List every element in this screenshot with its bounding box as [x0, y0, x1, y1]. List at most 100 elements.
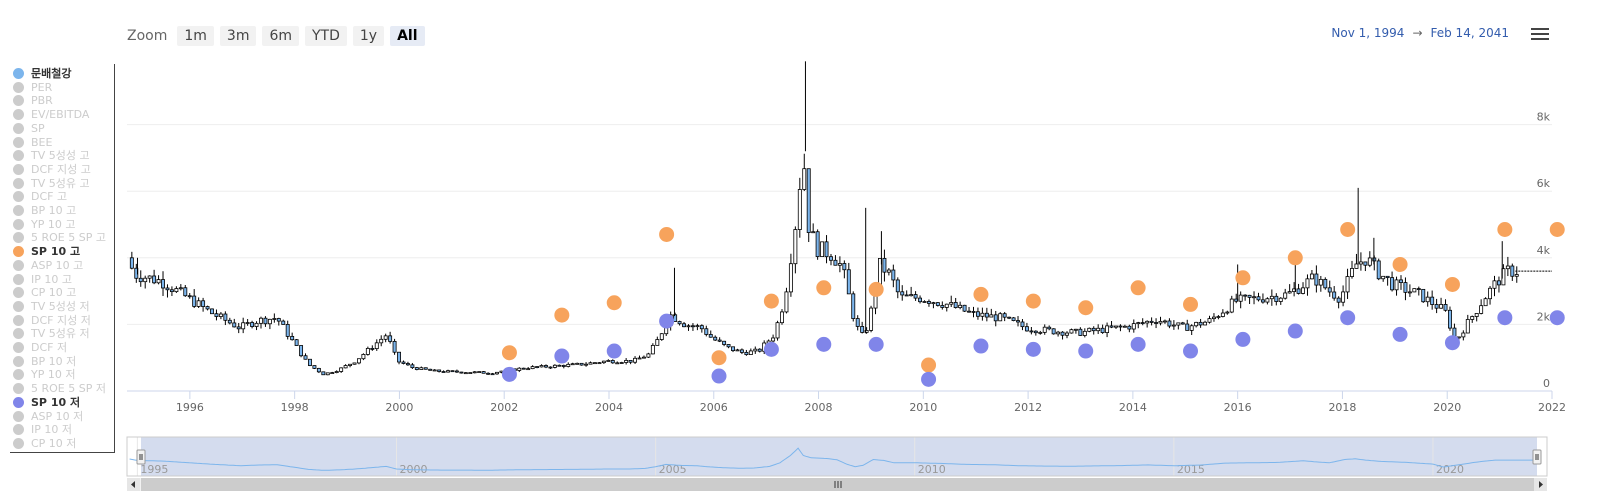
- legend-item[interactable]: CP 10 저: [13, 437, 76, 450]
- legend-item-label: TV 5성유 저: [31, 327, 90, 341]
- candle-body: [343, 365, 348, 369]
- candle-body: [1260, 299, 1265, 303]
- legend-item-label: TV 5성유 고: [31, 176, 90, 190]
- legend-item[interactable]: BEE: [13, 136, 52, 149]
- legend-item[interactable]: DCF 고: [13, 190, 67, 203]
- legend-dot-icon: [13, 122, 24, 134]
- navigator-handle[interactable]: [136, 449, 146, 465]
- date-range-from[interactable]: Nov 1, 1994: [1331, 26, 1405, 40]
- legend-item[interactable]: ASP 10 고: [13, 259, 83, 272]
- candle-body: [900, 291, 905, 296]
- legend-item[interactable]: ASP 10 저: [13, 410, 83, 423]
- legend-item[interactable]: IP 10 저: [13, 423, 72, 436]
- legend-item[interactable]: 5 ROE 5 SP 고: [13, 231, 106, 244]
- candle-body: [361, 354, 366, 360]
- legend-item[interactable]: PER: [13, 81, 52, 94]
- legend-item[interactable]: DCF 지성 고: [13, 163, 91, 176]
- candle-body: [1087, 327, 1092, 332]
- sp10-high-marker: [1444, 276, 1460, 292]
- candle-body: [281, 320, 286, 325]
- legend-dot-icon: [13, 150, 24, 162]
- legend-item[interactable]: TV 5성성 저: [13, 300, 90, 313]
- candle-body: [593, 362, 597, 365]
- candle-body: [1007, 316, 1012, 319]
- sp10-high-marker: [763, 293, 779, 309]
- x-axis: 1996 1998 2000 2002 2004 2006 2008 2010 2012 2014…: [176, 391, 1566, 414]
- legend-item[interactable]: 5 ROE 5 SP 저: [13, 382, 106, 395]
- legend-item[interactable]: YP 10 저: [13, 368, 75, 381]
- candle-body: [677, 321, 682, 325]
- zoom-6m-button[interactable]: 6m: [262, 26, 299, 46]
- legend-item[interactable]: TV 5성유 고: [13, 177, 90, 190]
- candle-body: [161, 279, 165, 289]
- legend-item[interactable]: BP 10 고: [13, 204, 76, 217]
- legend-item[interactable]: SP 10 고: [13, 245, 80, 258]
- candle-body: [1399, 279, 1403, 283]
- sp10-low-marker: [1444, 335, 1460, 351]
- y-tick-label: 2k: [1537, 310, 1551, 323]
- navigator-handle[interactable]: [1532, 449, 1542, 465]
- candle-body: [152, 275, 157, 284]
- candle-body: [1412, 288, 1417, 293]
- candle-body: [1252, 296, 1256, 299]
- legend-item[interactable]: EV/EBITDA: [13, 108, 89, 121]
- candle-body: [196, 300, 201, 307]
- legend-item[interactable]: TV 5성유 저: [13, 327, 90, 340]
- candle-body: [1122, 325, 1127, 328]
- zoom-1m-button[interactable]: 1m: [177, 26, 214, 46]
- candle-body: [441, 371, 446, 373]
- zoom-1y-button[interactable]: 1y: [352, 26, 385, 46]
- sp10-high-marker: [973, 286, 989, 302]
- legend-item[interactable]: DCF 저: [13, 341, 67, 354]
- legend-item[interactable]: 문배철강: [13, 67, 71, 80]
- date-range-to[interactable]: Feb 14, 2041: [1430, 26, 1510, 40]
- candle-body: [348, 363, 353, 366]
- candle-body: [998, 313, 1003, 322]
- candle-body: [1416, 288, 1421, 291]
- legend-item[interactable]: DCF 지성 저: [13, 314, 91, 327]
- candle-body: [365, 347, 370, 355]
- legend-item[interactable]: PBR: [13, 94, 53, 107]
- candle-body: [935, 302, 940, 306]
- sp10-high-marker: [1235, 270, 1251, 286]
- sp10-low-marker: [554, 348, 570, 364]
- hamburger-icon[interactable]: [1531, 26, 1549, 42]
- candle-body: [1287, 291, 1292, 294]
- candle-body: [1243, 294, 1248, 297]
- navigator-tick-label: 2005: [659, 463, 687, 476]
- legend-item-label: DCF 지성 저: [31, 313, 91, 327]
- scroll-left-arrow-icon: [131, 481, 135, 488]
- legend-item[interactable]: TV 5성성 고: [13, 149, 90, 162]
- candle-body: [1363, 261, 1368, 266]
- candle-body: [1403, 282, 1408, 293]
- candle-body: [1207, 318, 1212, 323]
- legend-item[interactable]: BP 10 저: [13, 355, 76, 368]
- candle-body: [1514, 274, 1519, 277]
- zoom-ytd-button[interactable]: YTD: [305, 26, 347, 46]
- candle-body: [250, 322, 255, 327]
- candle-body: [1024, 326, 1029, 332]
- candle-body: [566, 363, 571, 367]
- candle-body: [294, 339, 299, 346]
- legend-item[interactable]: YP 10 고: [13, 218, 75, 231]
- candle-body: [1425, 296, 1430, 303]
- candle-body: [143, 277, 148, 283]
- candle-body: [1479, 305, 1484, 314]
- legend-item[interactable]: SP: [13, 122, 45, 135]
- candle-body: [401, 361, 406, 364]
- zoom-3m-button[interactable]: 3m: [219, 26, 257, 46]
- candle-body: [227, 319, 232, 324]
- legend-item[interactable]: SP 10 저: [13, 396, 80, 409]
- zoom-all-button[interactable]: All: [390, 26, 425, 46]
- candle-body: [1314, 273, 1319, 286]
- candle-body: [521, 367, 526, 370]
- candle-body: [895, 279, 900, 293]
- candle-body: [869, 307, 874, 331]
- sp10-high-marker: [501, 345, 517, 361]
- candle-body: [1367, 257, 1372, 266]
- scrollbar-thumb[interactable]: [141, 478, 1537, 491]
- legend-item[interactable]: CP 10 고: [13, 286, 76, 299]
- candle-body: [548, 366, 553, 369]
- legend-item[interactable]: IP 10 고: [13, 273, 72, 286]
- candle-body: [904, 294, 909, 297]
